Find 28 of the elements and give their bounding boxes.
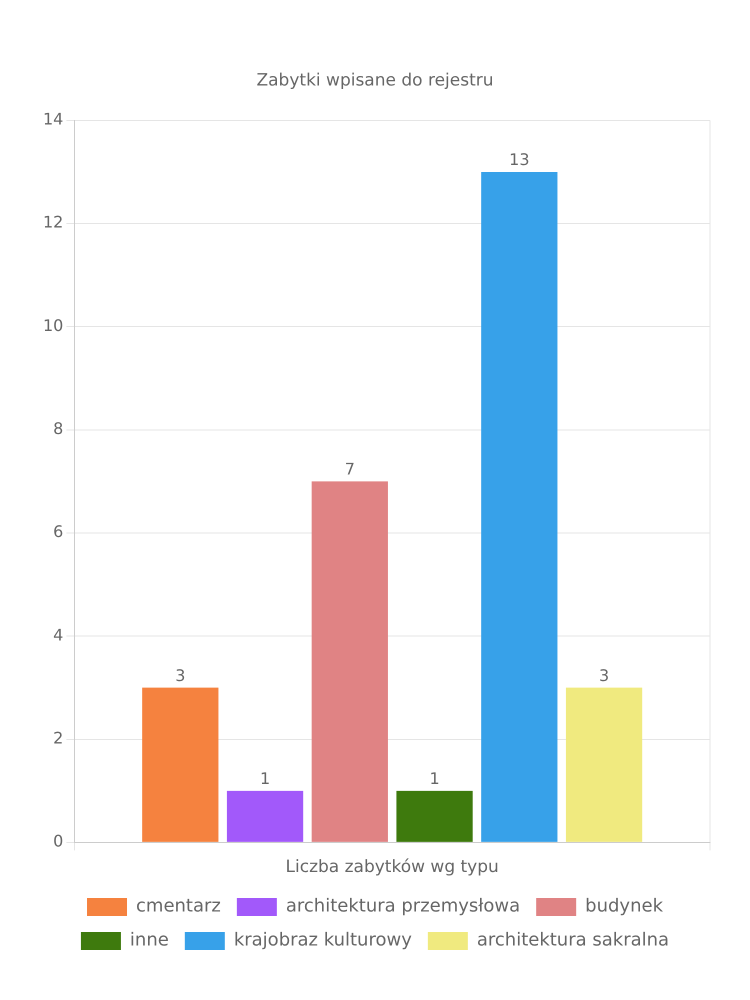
legend-label: krajobraz kulturowy — [234, 930, 412, 951]
bar — [226, 790, 304, 842]
y-tick-label: 12 — [43, 212, 64, 232]
legend-label: architektura przemysłowa — [286, 896, 520, 917]
legend-label: cmentarz — [136, 896, 221, 917]
data-label: 13 — [509, 150, 530, 170]
data-label: 7 — [344, 460, 355, 479]
bar — [142, 688, 218, 842]
bar — [481, 172, 558, 842]
legend-label: budynek — [585, 896, 664, 917]
x-axis-title: Liczba zabytków wg typu — [286, 857, 499, 878]
y-tick-label: 6 — [53, 522, 64, 542]
legend-label: architektura sakralna — [476, 930, 670, 951]
data-label: 3 — [598, 666, 610, 685]
y-tick-label: 0 — [53, 832, 64, 851]
chart-title: Zabytki wpisane do rejestru — [256, 70, 494, 91]
bar — [312, 481, 388, 842]
bar — [396, 790, 473, 842]
y-tick-label: 2 — [53, 728, 64, 748]
y-tick-label: 8 — [53, 418, 64, 438]
bar — [566, 688, 642, 842]
legend-label: inne — [130, 930, 169, 951]
y-tick-label: 10 — [43, 316, 64, 335]
data-label: 3 — [175, 666, 186, 685]
y-tick-label: 14 — [43, 110, 64, 129]
data-label: 1 — [260, 768, 270, 788]
data-label: 1 — [429, 768, 440, 788]
y-tick-label: 4 — [53, 625, 64, 644]
